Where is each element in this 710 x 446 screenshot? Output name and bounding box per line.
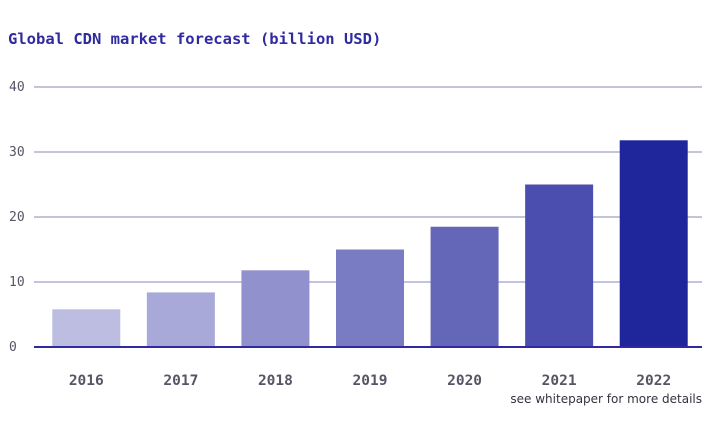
chart-title: Global CDN market forecast (billion USD)	[8, 30, 382, 48]
bar-2017	[146, 292, 215, 347]
x-tick-label: 2019	[353, 373, 388, 389]
y-tick-label: 10	[9, 275, 25, 290]
x-tick-label: 2020	[447, 373, 482, 389]
y-tick-label: 40	[9, 80, 25, 95]
chart-footnote: see whitepaper for more details	[510, 392, 702, 406]
y-tick-label: 0	[9, 340, 17, 355]
bar-2022	[619, 140, 688, 347]
x-axis-ticks: 2016 2017 2018 2019 2020 2021 2022	[69, 373, 671, 389]
x-tick-label: 2016	[69, 373, 104, 389]
y-axis-ticks: 0 10 20 30 40	[9, 80, 25, 355]
y-tick-label: 30	[9, 145, 25, 160]
bar-2018	[241, 270, 310, 347]
bar-2019	[336, 249, 404, 347]
bar-2020	[430, 226, 499, 347]
x-tick-label: 2021	[542, 373, 577, 389]
bar-2021	[525, 184, 594, 347]
bar-2016	[52, 309, 121, 347]
x-tick-label: 2017	[163, 373, 198, 389]
y-tick-label: 20	[9, 210, 25, 225]
x-tick-label: 2022	[636, 373, 671, 389]
bars	[52, 140, 688, 347]
x-tick-label: 2018	[258, 373, 293, 389]
